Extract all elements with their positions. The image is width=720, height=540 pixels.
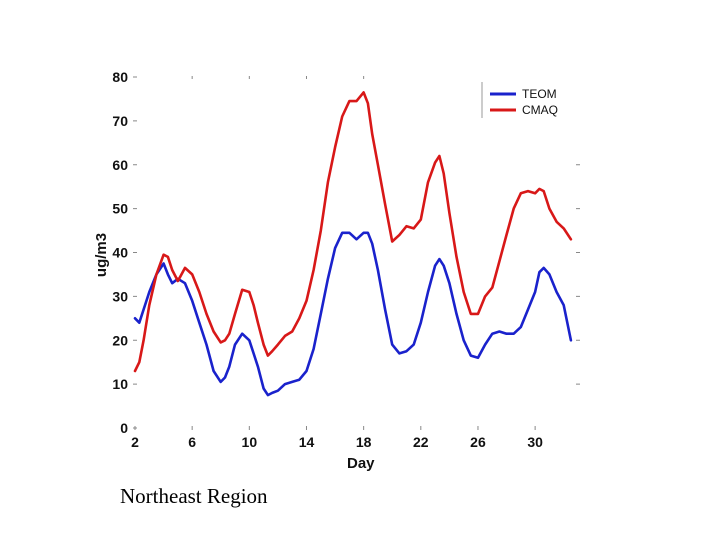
y-tick-label: 70 <box>112 113 128 129</box>
y-tick-label: 10 <box>112 376 128 392</box>
x-tick-label: 26 <box>470 434 486 450</box>
x-tick-label: 22 <box>413 434 429 450</box>
y-tick-label: 0 <box>120 420 128 436</box>
y-tick-label: 80 <box>112 69 128 85</box>
series-line-teom <box>133 231 573 397</box>
y-tick-label: 30 <box>112 288 128 304</box>
y-tick-label: 50 <box>112 201 128 217</box>
x-tick-label: 10 <box>242 434 258 450</box>
legend-label-teom: TEOM <box>522 87 557 101</box>
y-axis-title: ug/m3 <box>93 233 110 277</box>
x-tick-label: 14 <box>299 434 315 450</box>
series-layer <box>133 91 573 397</box>
x-tick-label: 18 <box>356 434 372 450</box>
series-line-cmaq <box>133 91 573 373</box>
x-tick-label: 2 <box>131 434 139 450</box>
legend-label-cmaq: CMAQ <box>522 103 558 117</box>
x-axis-title: Day <box>347 455 375 472</box>
x-tick-label: 30 <box>527 434 543 450</box>
y-tick-label: 40 <box>112 245 128 261</box>
legend-box <box>482 82 576 122</box>
x-tick-label: 6 <box>188 434 196 450</box>
y-tick-label: 60 <box>112 157 128 173</box>
region-caption: Northeast Region <box>120 484 268 508</box>
legend: TEOM CMAQ <box>481 82 576 122</box>
y-tick-label: 20 <box>112 332 128 348</box>
